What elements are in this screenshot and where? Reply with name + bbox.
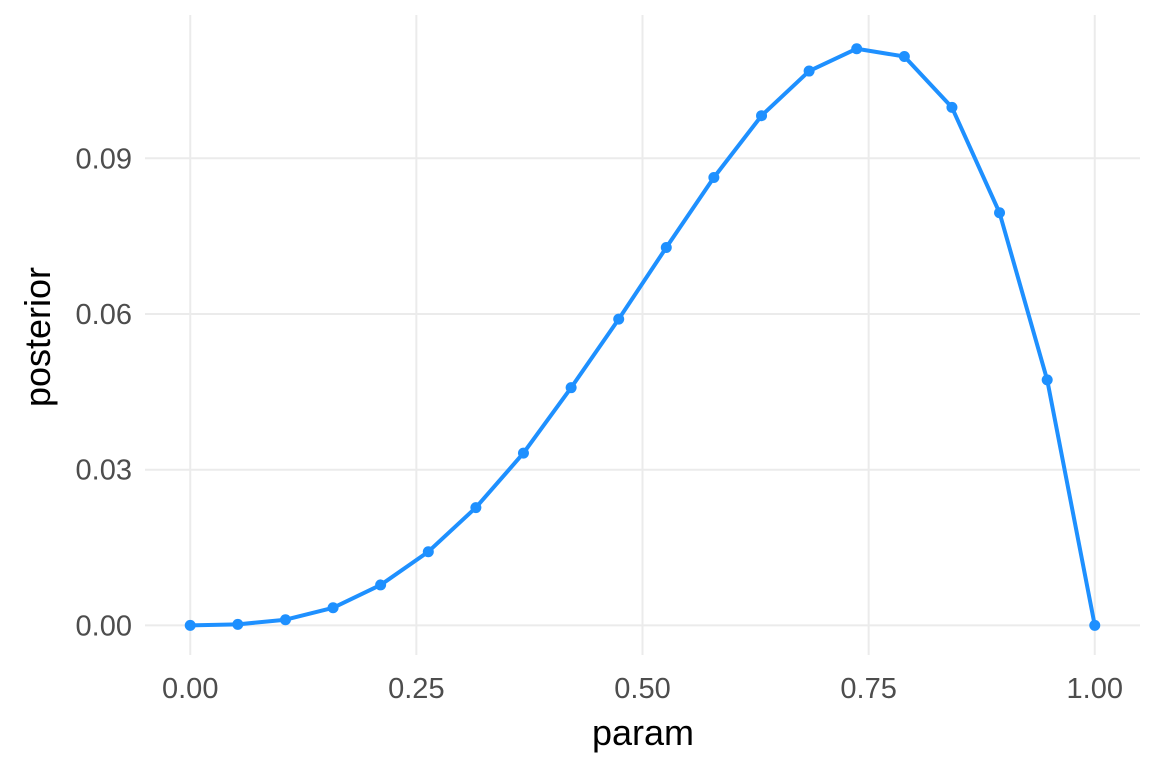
data-point: [279, 614, 291, 626]
data-point: [327, 602, 339, 614]
data-point: [422, 546, 434, 558]
y-tick-label: 0.09: [76, 143, 132, 175]
data-points: [184, 43, 1101, 631]
x-tick-label: 0.50: [614, 673, 670, 705]
data-point: [565, 382, 577, 394]
data-point: [517, 447, 529, 459]
data-point: [994, 207, 1006, 219]
data-point: [898, 51, 910, 63]
data-point: [232, 618, 244, 630]
data-point: [946, 101, 958, 113]
y-tick-label: 0.00: [76, 610, 132, 642]
x-tick-label: 0.25: [388, 673, 444, 705]
data-point: [756, 110, 768, 122]
series-line: [188, 46, 1097, 628]
data-point: [708, 171, 720, 183]
data-point: [660, 242, 672, 254]
series-line-layer: [188, 46, 1097, 628]
data-point: [184, 619, 196, 631]
x-tick-label: 1.00: [1067, 673, 1123, 705]
x-axis-title: param: [592, 712, 694, 753]
data-point: [470, 502, 482, 514]
y-axis-ticks: 0.00 0.03 0.06 0.09: [76, 143, 132, 642]
data-point: [851, 43, 863, 55]
data-point: [803, 65, 815, 77]
data-point: [375, 579, 387, 591]
data-point: [613, 313, 625, 325]
x-axis-ticks: 0.00 0.25 0.50 0.75 1.00: [162, 673, 1123, 705]
data-point: [1041, 374, 1053, 386]
x-tick-label: 0.00: [162, 673, 218, 705]
y-axis-title: posterior: [17, 267, 58, 407]
x-tick-label: 0.75: [840, 673, 896, 705]
data-point: [1089, 619, 1101, 631]
y-tick-label: 0.06: [76, 299, 132, 331]
grid-lines: [145, 15, 1140, 655]
y-tick-label: 0.03: [76, 455, 132, 487]
